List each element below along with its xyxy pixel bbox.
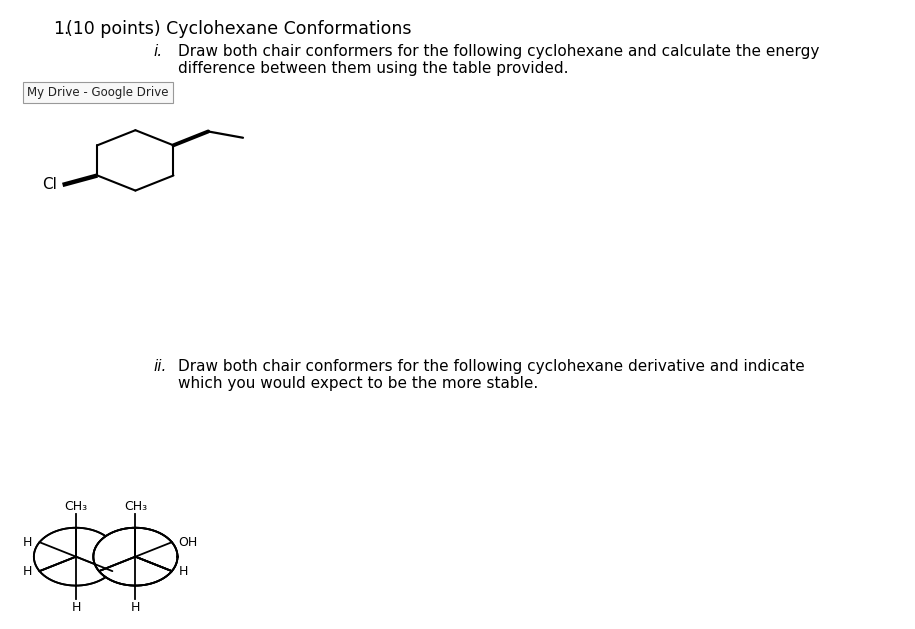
Text: CH₃: CH₃: [124, 499, 147, 513]
Text: (10 points) Cyclohexane Conformations: (10 points) Cyclohexane Conformations: [66, 20, 412, 38]
Text: H: H: [71, 601, 81, 615]
Text: ii.: ii.: [154, 359, 167, 374]
Text: Draw both chair conformers for the following cyclohexane derivative and indicate: Draw both chair conformers for the follo…: [178, 359, 805, 391]
Circle shape: [94, 528, 177, 585]
Text: H: H: [131, 601, 140, 615]
Text: CH₃: CH₃: [64, 499, 88, 513]
Text: My Drive - Google Drive: My Drive - Google Drive: [27, 86, 169, 99]
Text: H: H: [23, 536, 32, 548]
Text: H: H: [178, 565, 188, 577]
Text: Draw both chair conformers for the following cyclohexane and calculate the energ: Draw both chair conformers for the follo…: [178, 44, 820, 77]
Text: H: H: [23, 565, 32, 577]
Text: Cl: Cl: [42, 177, 57, 192]
Text: 1.: 1.: [53, 20, 70, 38]
Text: OH: OH: [178, 536, 198, 548]
Text: i.: i.: [154, 44, 163, 59]
Circle shape: [35, 528, 117, 585]
